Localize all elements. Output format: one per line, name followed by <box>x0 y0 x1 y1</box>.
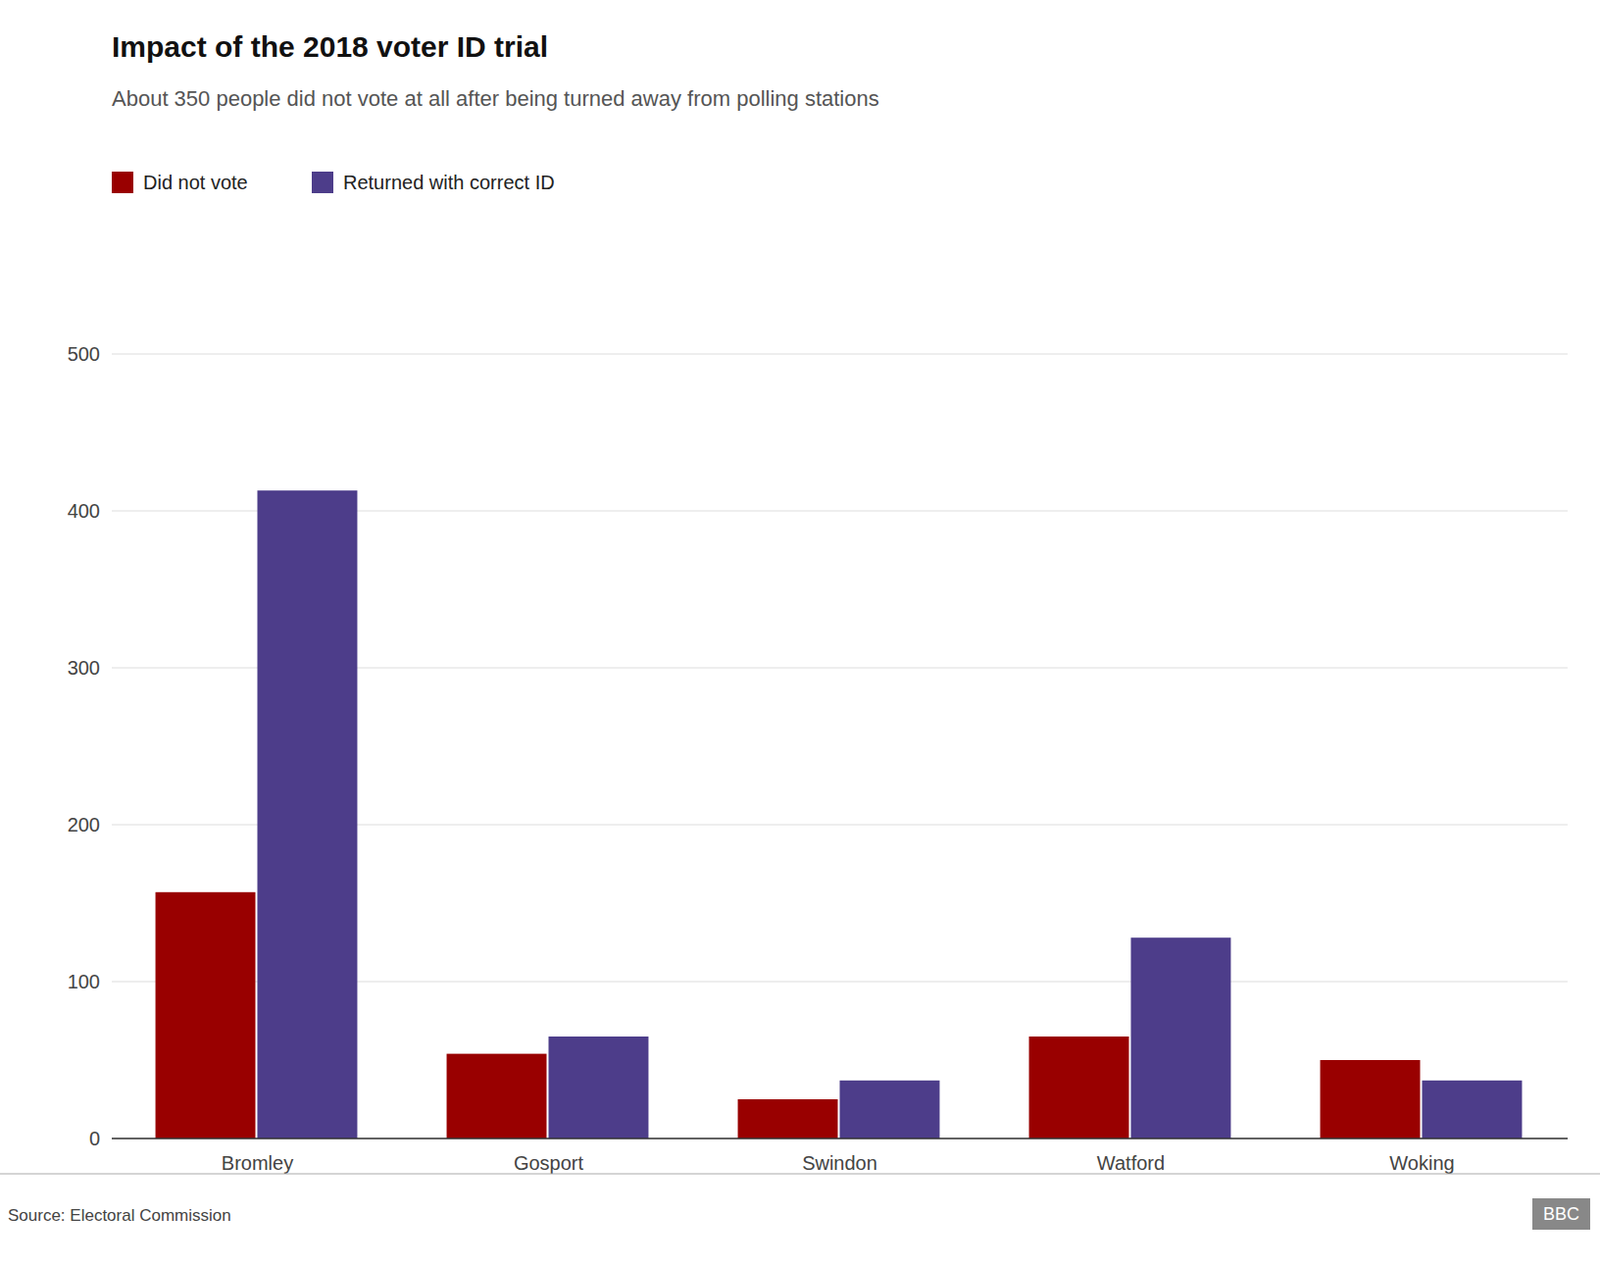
x-tick-label: Bromley <box>221 1151 294 1174</box>
legend-label: Did not vote <box>143 171 249 194</box>
x-tick-label: Watford <box>1097 1151 1165 1174</box>
y-tick-label: 0 <box>89 1127 100 1150</box>
bar <box>1131 937 1232 1139</box>
y-tick-label: 100 <box>67 970 100 993</box>
bar <box>1320 1059 1421 1139</box>
source-text: Source: Electoral Commission <box>7 1205 232 1225</box>
x-axis-line <box>111 1137 1568 1140</box>
bar <box>447 1053 548 1139</box>
y-tick-label: 500 <box>67 343 100 365</box>
x-tick-label: Gosport <box>513 1151 585 1174</box>
bars <box>155 490 1523 1139</box>
legend-swatch <box>311 171 334 194</box>
legend: Did not vote Returned with correct ID <box>111 171 555 194</box>
subtitle: About 350 people did not vote at all aft… <box>111 86 880 111</box>
y-tick-label: 300 <box>67 656 100 679</box>
bar <box>1029 1036 1130 1139</box>
logo-text: BBC <box>1543 1203 1580 1224</box>
legend-swatch <box>111 171 134 194</box>
logo-box <box>1532 1198 1591 1230</box>
y-tick-label: 400 <box>67 500 100 522</box>
x-tick-label: Woking <box>1389 1151 1454 1174</box>
y-tick-label: 200 <box>67 813 100 836</box>
title: Impact of the 2018 voter ID trial <box>111 30 549 63</box>
chart-svg: Impact of the 2018 voter ID trial About 3… <box>0 0 1600 1265</box>
bar <box>257 490 358 1139</box>
legend-label: Returned with correct ID <box>343 171 555 194</box>
separator <box>0 1173 1600 1175</box>
bar <box>549 1036 650 1139</box>
bar <box>840 1080 941 1139</box>
x-tick-label: Swindon <box>801 1151 878 1174</box>
bar <box>738 1099 839 1139</box>
grid-line <box>111 353 1568 355</box>
bar <box>155 892 256 1139</box>
grid-line <box>111 1138 1568 1140</box>
bar <box>1422 1080 1523 1139</box>
chart-container: Impact of the 2018 voter ID trial About 3… <box>0 0 1600 1265</box>
